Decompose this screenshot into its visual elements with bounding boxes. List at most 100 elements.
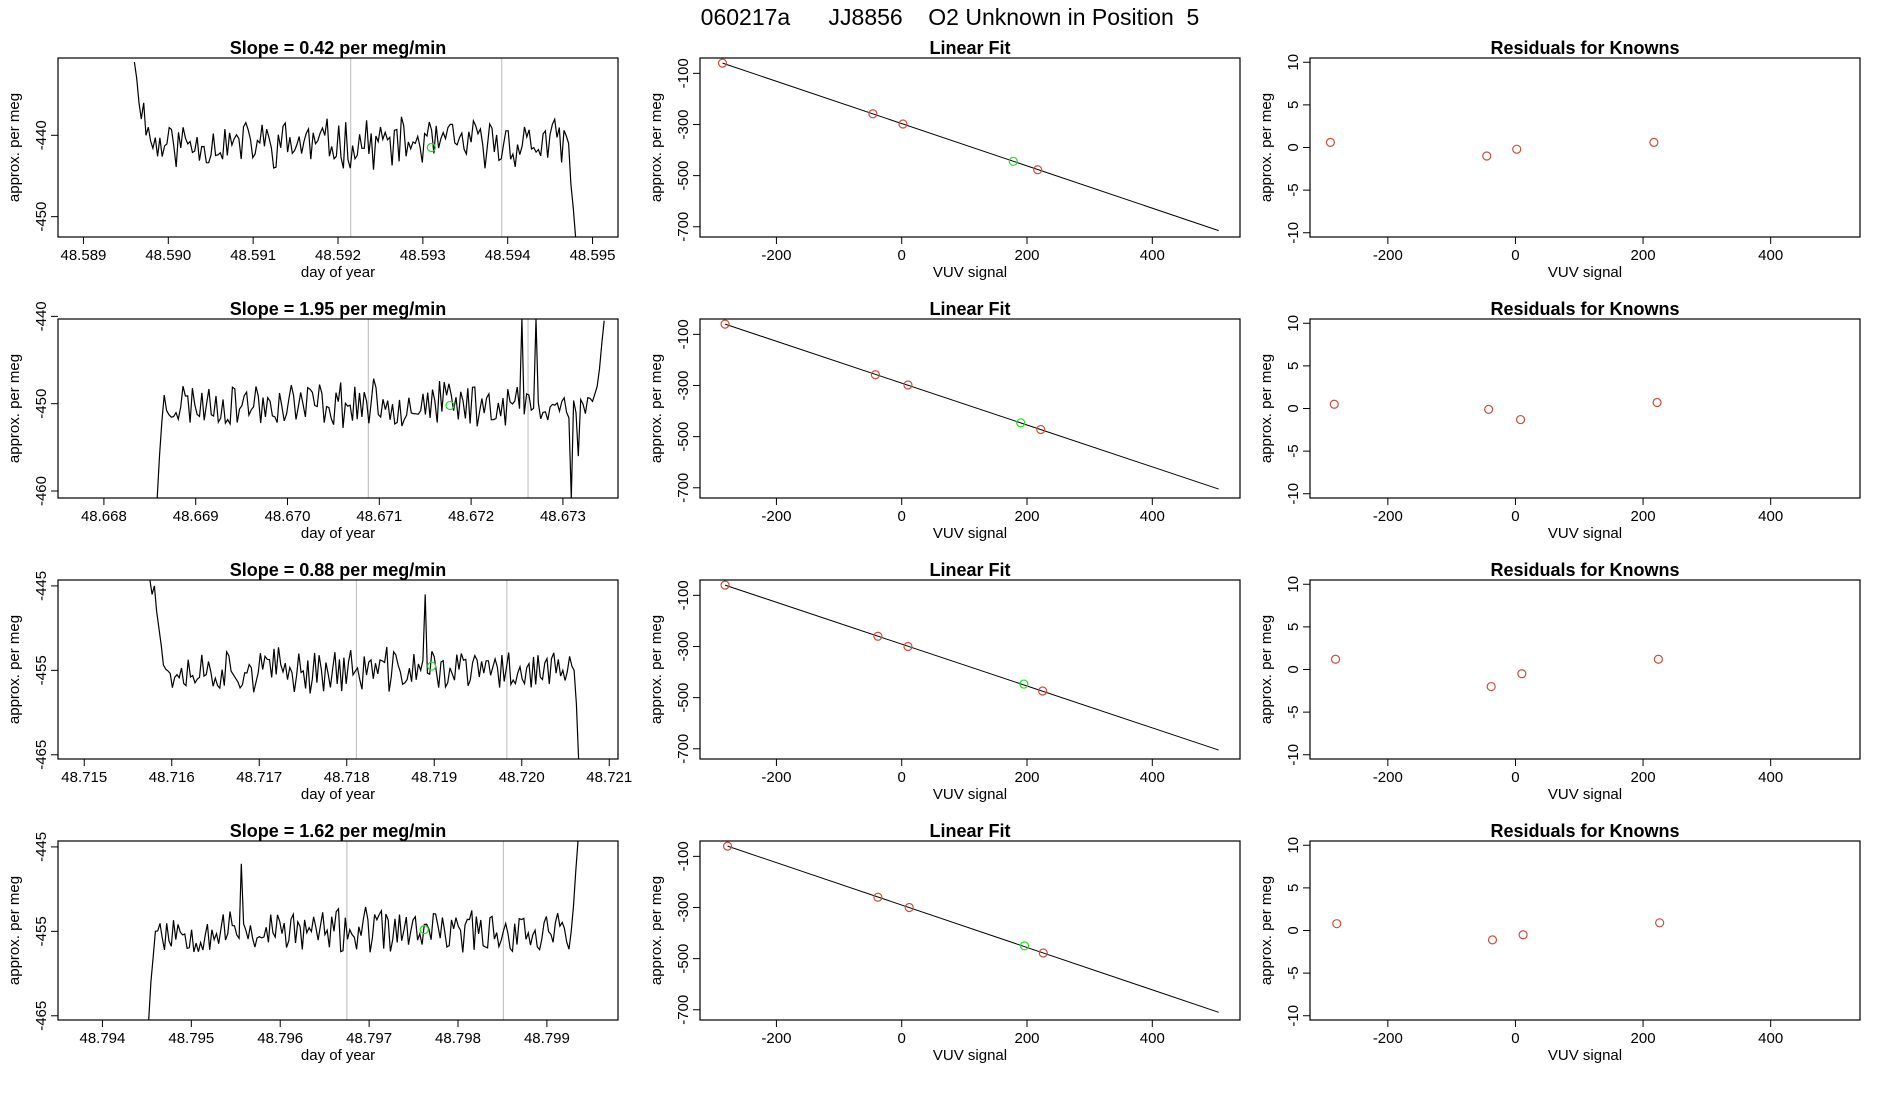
y-axis-label: approx. per meg (1258, 876, 1275, 985)
plot-area (149, 580, 580, 759)
y-tick-label: -100 (675, 841, 692, 871)
x-tick-label: 48.799 (524, 1030, 570, 1047)
y-tick-label: 5 (1285, 623, 1302, 631)
y-axis-label: approx. per meg (1258, 354, 1275, 463)
panel-title: Linear Fit (929, 821, 1010, 841)
panel-title: Linear Fit (929, 560, 1010, 580)
residual-point (1487, 935, 1498, 945)
x-tick-label: 200 (1014, 769, 1039, 786)
signal-trace (149, 580, 580, 759)
plot-frame (699, 318, 1241, 499)
fit-line (724, 584, 1219, 751)
y-axis-label: approx. per meg (1258, 615, 1275, 724)
y-tick-label: 5 (1285, 101, 1302, 109)
residual-point (1332, 919, 1342, 929)
unknown-point (445, 400, 455, 411)
panel-title: Slope = 0.42 per meg/min (230, 38, 447, 58)
plot-area (720, 580, 1219, 751)
x-tick-label: 400 (1140, 508, 1165, 525)
x-tick-label: 200 (1014, 1030, 1039, 1047)
known-standard-point (720, 319, 730, 329)
y-tick-label: -10 (1285, 222, 1302, 244)
y-tick-label: -440 (33, 301, 50, 331)
x-tick-label: 48.589 (61, 247, 107, 264)
y-tick-label: -500 (675, 161, 692, 191)
chart-panel: Slope = 0.42 per meg/min 48.589 48.590 48.5… (6, 38, 619, 281)
x-tick-label: 200 (1631, 247, 1656, 264)
known-standard-point (870, 370, 881, 380)
chart-panel: Linear Fit -200 0 200 400 -100 -300 -500 -700 VUV… (648, 821, 1241, 1064)
plot-frame (57, 57, 619, 238)
chart-panel: Residuals for Knowns -200 0 200 400 10 5 0 -5 -10… (1258, 560, 1861, 803)
x-tick-label: 48.717 (236, 769, 282, 786)
residual-point (1518, 930, 1528, 940)
y-axis-label: approx. per meg (6, 354, 23, 463)
x-axis-label: VUV signal (933, 264, 1007, 281)
x-tick-label: 48.590 (145, 247, 191, 264)
x-tick-label: 200 (1631, 769, 1656, 786)
panel-title: Residuals for Knowns (1490, 38, 1679, 58)
panel-title: Linear Fit (929, 299, 1010, 319)
plot-area (722, 841, 1219, 1013)
plot-frame (699, 840, 1241, 1021)
x-axis-label: day of year (301, 525, 375, 542)
known-standard-point (903, 380, 913, 390)
x-tick-label: 48.671 (356, 508, 402, 525)
y-axis-label: approx. per meg (648, 354, 665, 463)
x-tick-label: 48.673 (540, 508, 586, 525)
residual-point (1330, 654, 1341, 664)
x-tick-label: 400 (1140, 247, 1165, 264)
plot-area (133, 58, 577, 237)
residual-point (1649, 137, 1659, 147)
y-axis-label: approx. per meg (6, 93, 23, 202)
chart-panel: Residuals for Knowns -200 0 200 400 10 5 0 -5 -10… (1258, 821, 1861, 1064)
x-tick-label: 48.593 (400, 247, 446, 264)
plot-frame (1309, 840, 1861, 1021)
x-tick-label: 48.672 (448, 508, 494, 525)
panel-title: Slope = 1.95 per meg/min (230, 299, 447, 319)
x-tick-label: 48.670 (265, 508, 311, 525)
y-tick-label: -300 (675, 631, 692, 661)
x-tick-label: 48.721 (586, 769, 632, 786)
plot-frame (1309, 318, 1861, 499)
y-tick-label: -500 (675, 944, 692, 974)
known-standard-point (873, 892, 883, 902)
x-tick-label: 48.715 (61, 769, 107, 786)
x-tick-label: -200 (1373, 508, 1403, 525)
x-tick-label: 400 (1758, 508, 1783, 525)
known-standard-point (722, 841, 733, 851)
known-standard-point (873, 631, 883, 641)
fit-line (724, 323, 1219, 490)
residual-point (1655, 918, 1665, 928)
residual-point (1325, 137, 1336, 147)
x-tick-label: -200 (761, 1030, 791, 1047)
x-tick-label: 48.668 (81, 508, 127, 525)
x-tick-label: 400 (1140, 1030, 1165, 1047)
panel-title: Slope = 1.62 per meg/min (230, 821, 447, 841)
x-tick-label: 400 (1758, 769, 1783, 786)
y-tick-label: -100 (675, 319, 692, 349)
y-tick-label: 5 (1285, 884, 1302, 892)
y-tick-label: 10 (1285, 576, 1302, 593)
y-tick-label: -445 (33, 832, 50, 862)
panel-title: Slope = 0.88 per meg/min (230, 560, 447, 580)
y-tick-label: 5 (1285, 362, 1302, 370)
x-tick-label: 48.594 (485, 247, 531, 264)
y-tick-label: -450 (33, 202, 50, 232)
y-tick-label: -300 (675, 109, 692, 139)
known-standard-point (868, 109, 878, 119)
unknown-point (419, 925, 429, 935)
known-standard-point (720, 580, 730, 590)
plot-frame (57, 840, 619, 1021)
x-tick-label: -200 (761, 247, 791, 264)
plot-frame (1309, 579, 1861, 760)
x-tick-label: 48.796 (257, 1030, 303, 1047)
unknown-point (1008, 156, 1018, 166)
y-tick-label: -10 (1285, 483, 1302, 505)
x-axis-label: VUV signal (933, 786, 1007, 803)
plot-area (720, 319, 1219, 490)
known-standard-point (1036, 424, 1046, 435)
chart-panel: Linear Fit -200 0 200 400 -100 -300 -500 -700 VUV… (648, 560, 1241, 803)
y-tick-label: 10 (1285, 54, 1302, 71)
